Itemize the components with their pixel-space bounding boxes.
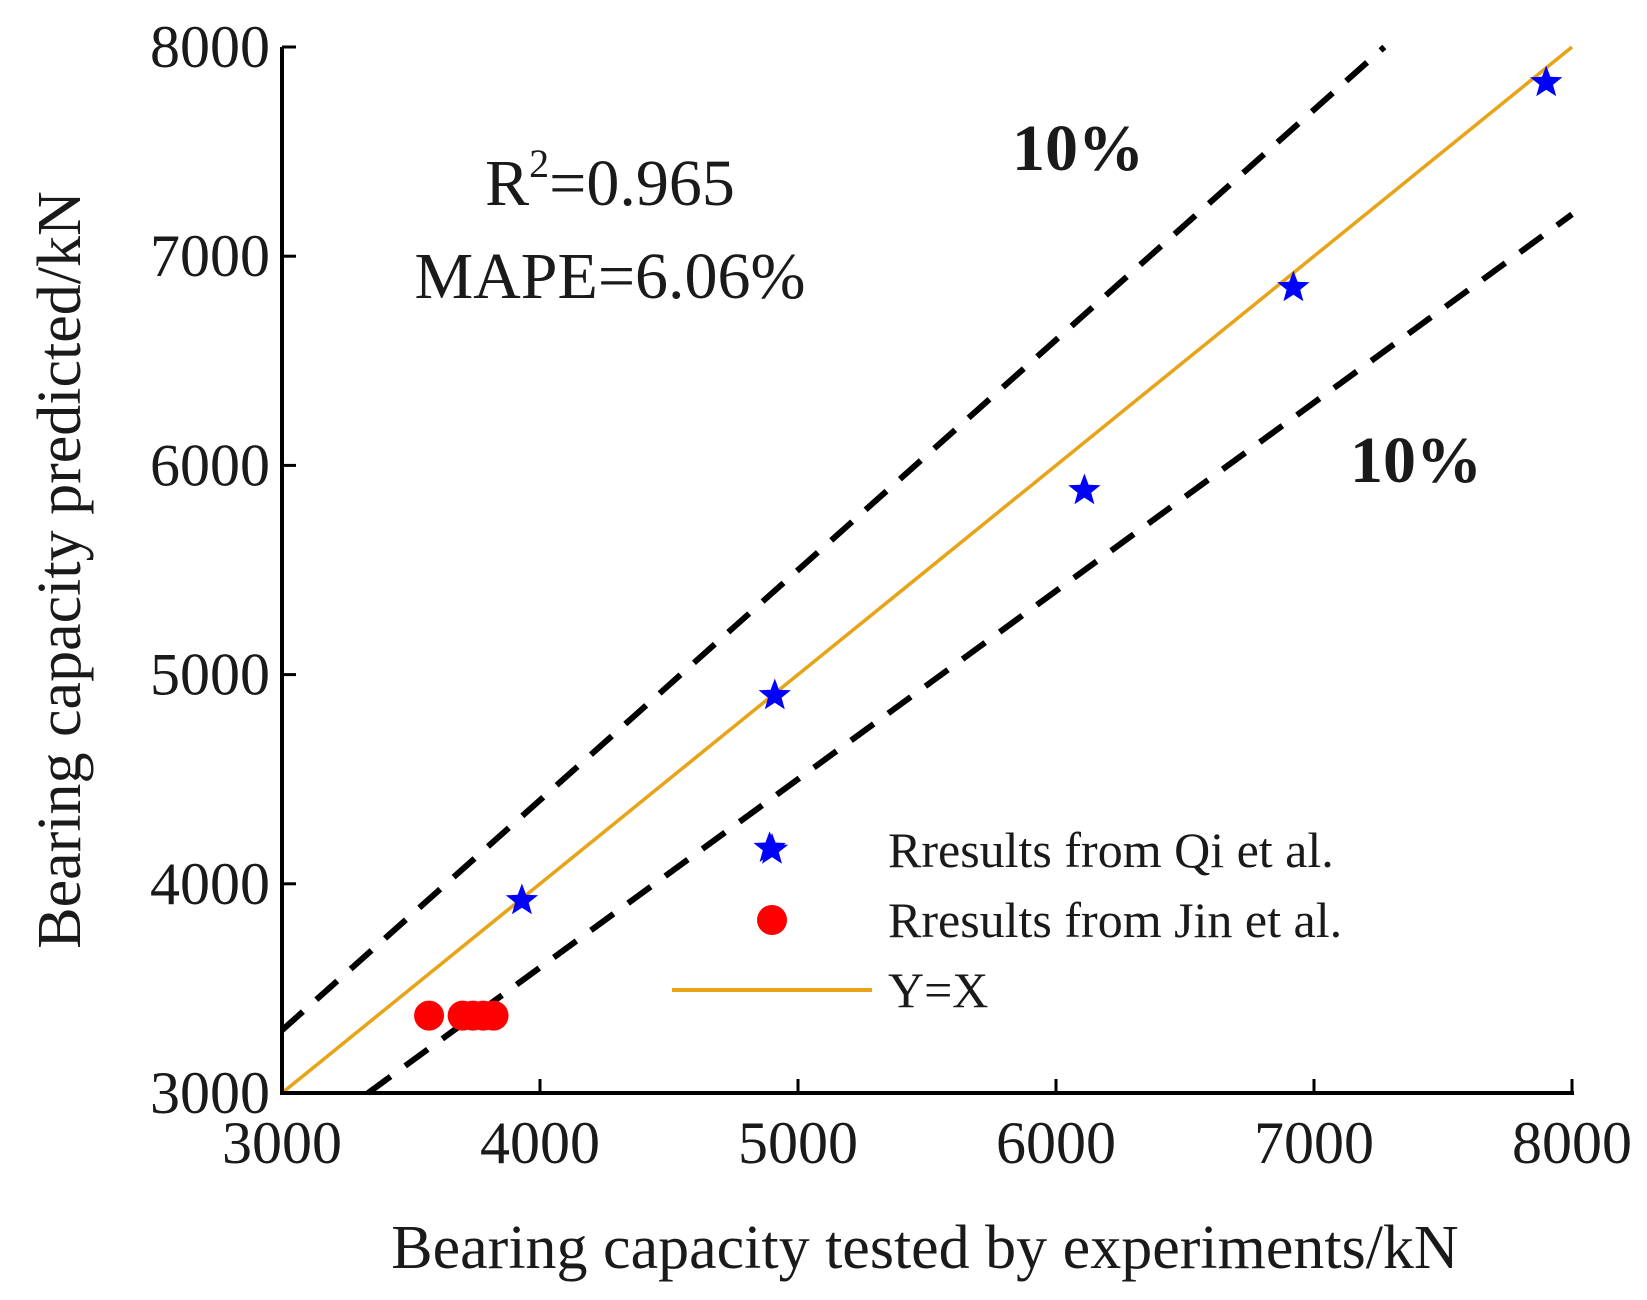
qi-data-point xyxy=(1277,270,1310,302)
reference-lines xyxy=(280,44,1574,1096)
x-tick-label: 6000 xyxy=(996,1110,1116,1176)
y-tick-label: 7000 xyxy=(150,223,270,289)
legend-marker-swatch xyxy=(757,905,787,935)
qi-data-point xyxy=(1530,65,1563,97)
r-squared-base: R xyxy=(485,147,529,220)
x-tick-label: 5000 xyxy=(738,1110,858,1176)
x-axis-title: Bearing capacity tested by experiments/k… xyxy=(391,1214,1458,1282)
y-tick-label: 5000 xyxy=(150,642,270,708)
identity-line xyxy=(280,45,1574,1095)
lower-band-label: 10% xyxy=(1350,424,1482,497)
legend-label: Rresults from Jin et al. xyxy=(888,892,1342,948)
error-band-line xyxy=(366,211,1574,1096)
legend-marker-swatch xyxy=(755,833,789,864)
qi-data-point xyxy=(505,883,539,915)
y-axis-title: Bearing capacity predicted/kN xyxy=(26,191,94,948)
r-squared-superscript: 2 xyxy=(529,141,549,186)
upper-band-label: 10% xyxy=(1012,112,1144,185)
r-squared-value: =0.965 xyxy=(549,147,735,220)
x-tick-label: 8000 xyxy=(1512,1110,1632,1176)
y-tick-label: 6000 xyxy=(150,432,270,498)
r-squared-annotation: R2=0.965 xyxy=(485,141,735,220)
qi-data-point xyxy=(758,678,791,710)
jin-data-point xyxy=(414,1000,445,1031)
legend: Rresults from Qi et al. Rresults from Jin… xyxy=(672,822,1342,1018)
jin-data-point xyxy=(478,1000,509,1031)
legend-label: Y=X xyxy=(888,962,988,1018)
error-band-line xyxy=(280,44,1387,1033)
y-tick-label: 4000 xyxy=(150,851,270,917)
y-tick-label: 3000 xyxy=(150,1060,270,1126)
x-tick-label: 7000 xyxy=(1254,1110,1374,1176)
legend-label: Rresults from Qi et al. xyxy=(888,822,1334,878)
x-tick-label: 3000 xyxy=(222,1110,342,1176)
y-tick-label: 8000 xyxy=(150,14,270,80)
mape-annotation: MAPE=6.06% xyxy=(414,240,805,313)
qi-data-point xyxy=(1068,473,1101,505)
x-tick-label: 4000 xyxy=(480,1110,600,1176)
axis-ticks: 3000 4000 5000 6000 7000 8000 3000 4000 5000 6000… xyxy=(150,14,1632,1176)
